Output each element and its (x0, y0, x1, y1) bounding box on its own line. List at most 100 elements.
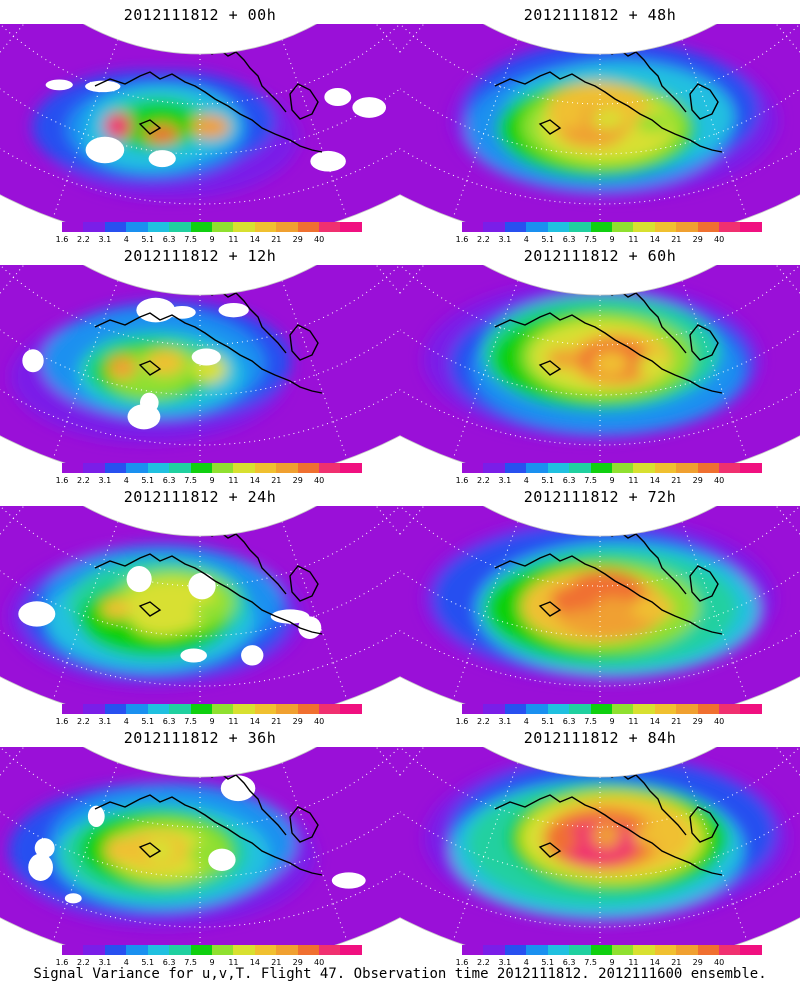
colorbar-swatch (526, 222, 548, 232)
colorbar-tick-label: 7.5 (584, 717, 597, 726)
colorbar-swatch (740, 222, 762, 232)
colorbar-tick-label: 11 (628, 717, 639, 726)
colorbar-tick-label: 4 (123, 958, 129, 967)
variance-peak (145, 837, 175, 863)
colorbar-swatch (462, 704, 484, 714)
panel-title: 2012111812 + 00h (123, 6, 277, 24)
colorbar-swatch (462, 945, 484, 955)
colorbar-swatch (126, 222, 148, 232)
latitude-line (400, 506, 800, 587)
missing-data-patch (352, 97, 387, 118)
colorbar-tick-label: 3.1 (98, 476, 112, 485)
colorbar-tick-label: 2.2 (477, 958, 490, 967)
colorbar-tick-label: 2.2 (77, 717, 90, 726)
colorbar-tick-label: 29 (692, 235, 703, 244)
colorbar-swatch (547, 463, 570, 473)
variance-field (0, 506, 400, 706)
colorbar-swatch (169, 945, 191, 955)
latitude-line (0, 787, 400, 928)
missing-data-patch (85, 136, 125, 164)
coastline (494, 771, 723, 876)
colorbar-tick-label: 11 (228, 717, 239, 726)
missing-data-patch (168, 305, 196, 319)
colorbar-tick-label: 4 (123, 717, 129, 726)
colorbar-tick-label: 1.6 (55, 476, 69, 485)
colorbar-swatch (211, 704, 234, 714)
panel-title: 2012111812 + 24h (123, 488, 277, 506)
colorbar-tick-label: 29 (292, 717, 303, 726)
coastline (494, 289, 723, 394)
colorbar-tick-label: 14 (249, 476, 260, 485)
colorbar-tick-label: 4 (523, 717, 529, 726)
map-border (400, 265, 800, 465)
colorbar-swatch (633, 463, 655, 473)
colorbar-swatch (719, 463, 741, 473)
colorbar-tick-label: 3.1 (98, 717, 112, 726)
colorbar-tick-label: 1.6 (455, 235, 469, 244)
colorbar-swatch (83, 463, 105, 473)
colorbar-swatch (504, 222, 527, 232)
colorbar-swatch (633, 704, 655, 714)
colorbar-tick-label: 1.6 (55, 235, 69, 244)
colorbar-swatch (504, 463, 527, 473)
figure-caption: Signal Variance for u,v,T. Flight 47. Ob… (33, 966, 767, 982)
variance-map (400, 24, 800, 224)
colorbar-swatch (104, 704, 127, 714)
variance-peak (592, 351, 630, 376)
colorbar-swatch (83, 945, 105, 955)
colorbar-tick-label: 11 (228, 235, 239, 244)
colorbar-tick-label: 4 (523, 476, 529, 485)
variance-map (400, 747, 800, 947)
coastline (494, 530, 723, 635)
colorbar-tick-label: 2.2 (77, 235, 90, 244)
colorbar-tick-label: 3.1 (498, 717, 512, 726)
colorbar-swatch (740, 704, 762, 714)
colorbar-swatch (104, 945, 127, 955)
colorbar-tick-label: 6.3 (162, 717, 176, 726)
missing-data-patch (136, 297, 176, 323)
missing-data-patch (28, 853, 53, 881)
map-border (0, 506, 400, 706)
colorbar-tick-label: 21 (671, 476, 682, 485)
colorbar (462, 704, 762, 714)
coastline (94, 530, 323, 635)
map-border (400, 506, 800, 706)
variance-map (400, 506, 800, 706)
colorbar-tick-label: 40 (314, 476, 325, 485)
variance-peak (104, 836, 136, 864)
missing-data-patch (298, 616, 322, 639)
variance-peak (544, 829, 578, 853)
colorbar-tick-label: 14 (649, 717, 660, 726)
colorbar-tick-label: 40 (314, 235, 325, 244)
colorbar-swatch (276, 704, 298, 714)
colorbar-swatch (190, 222, 212, 232)
missing-data-patch (64, 893, 82, 904)
missing-data-patch (148, 150, 176, 168)
colorbar-tick-label: 3.1 (498, 958, 512, 967)
variance-map (0, 265, 400, 465)
missing-data-patch (218, 302, 249, 318)
colorbar-swatch (590, 704, 612, 714)
colorbar-swatch (276, 222, 298, 232)
variance-map (0, 24, 400, 224)
colorbar-swatch (319, 463, 341, 473)
missing-data-patch (85, 80, 121, 93)
colorbar-labels: 1.6 2.2 3.1 4 5.1 6.3 7.5 9 11 14 21 29 40 (456, 958, 776, 968)
colorbar-tick-label: 7.5 (184, 235, 197, 244)
latitude-line (400, 787, 800, 928)
colorbar-swatch (697, 704, 720, 714)
colorbar-swatch (104, 463, 127, 473)
colorbar-swatch (233, 463, 255, 473)
colorbar-tick-label: 11 (628, 476, 639, 485)
colorbar-swatch (211, 222, 234, 232)
panel-title: 2012111812 + 72h (523, 488, 677, 506)
colorbar-swatch (211, 463, 234, 473)
variance-field (0, 24, 400, 224)
colorbar-swatch (483, 463, 505, 473)
missing-data-patch (126, 566, 152, 593)
latitude-line (0, 747, 400, 828)
colorbar-tick-label: 1.6 (455, 717, 469, 726)
colorbar-swatch (297, 463, 320, 473)
colorbar-swatch (276, 463, 298, 473)
colorbar-tick-label: 1.6 (55, 717, 69, 726)
